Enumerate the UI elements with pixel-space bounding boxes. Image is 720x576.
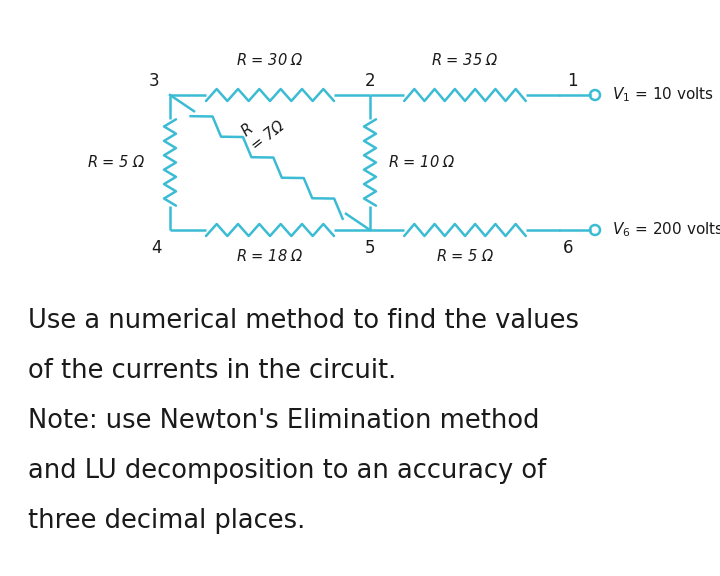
Text: $R$
= 7Ω: $R$ = 7Ω — [238, 104, 287, 153]
Text: 3: 3 — [149, 72, 159, 90]
Text: $R$ = 5 Ω: $R$ = 5 Ω — [86, 154, 145, 170]
Text: 6: 6 — [563, 239, 573, 257]
Text: $R$ = 5 Ω: $R$ = 5 Ω — [436, 248, 495, 264]
Text: $V_6$ = 200 volts: $V_6$ = 200 volts — [612, 221, 720, 240]
Text: Note: use Newton's Elimination method: Note: use Newton's Elimination method — [28, 408, 539, 434]
Text: and LU decomposition to an accuracy of: and LU decomposition to an accuracy of — [28, 458, 546, 484]
Text: $V_1$ = 10 volts: $V_1$ = 10 volts — [612, 86, 714, 104]
Text: 1: 1 — [567, 72, 577, 90]
Text: of the currents in the circuit.: of the currents in the circuit. — [28, 358, 396, 384]
Text: 4: 4 — [150, 239, 161, 257]
Text: $R$ = 30 Ω: $R$ = 30 Ω — [236, 52, 304, 68]
Text: 2: 2 — [365, 72, 375, 90]
Text: $R$ = 35 Ω: $R$ = 35 Ω — [431, 52, 499, 68]
Text: three decimal places.: three decimal places. — [28, 508, 305, 534]
Text: $R$ = 10 Ω: $R$ = 10 Ω — [388, 154, 456, 170]
Text: 5: 5 — [365, 239, 375, 257]
Text: Use a numerical method to find the values: Use a numerical method to find the value… — [28, 308, 579, 334]
Text: $R$ = 18 Ω: $R$ = 18 Ω — [236, 248, 304, 264]
